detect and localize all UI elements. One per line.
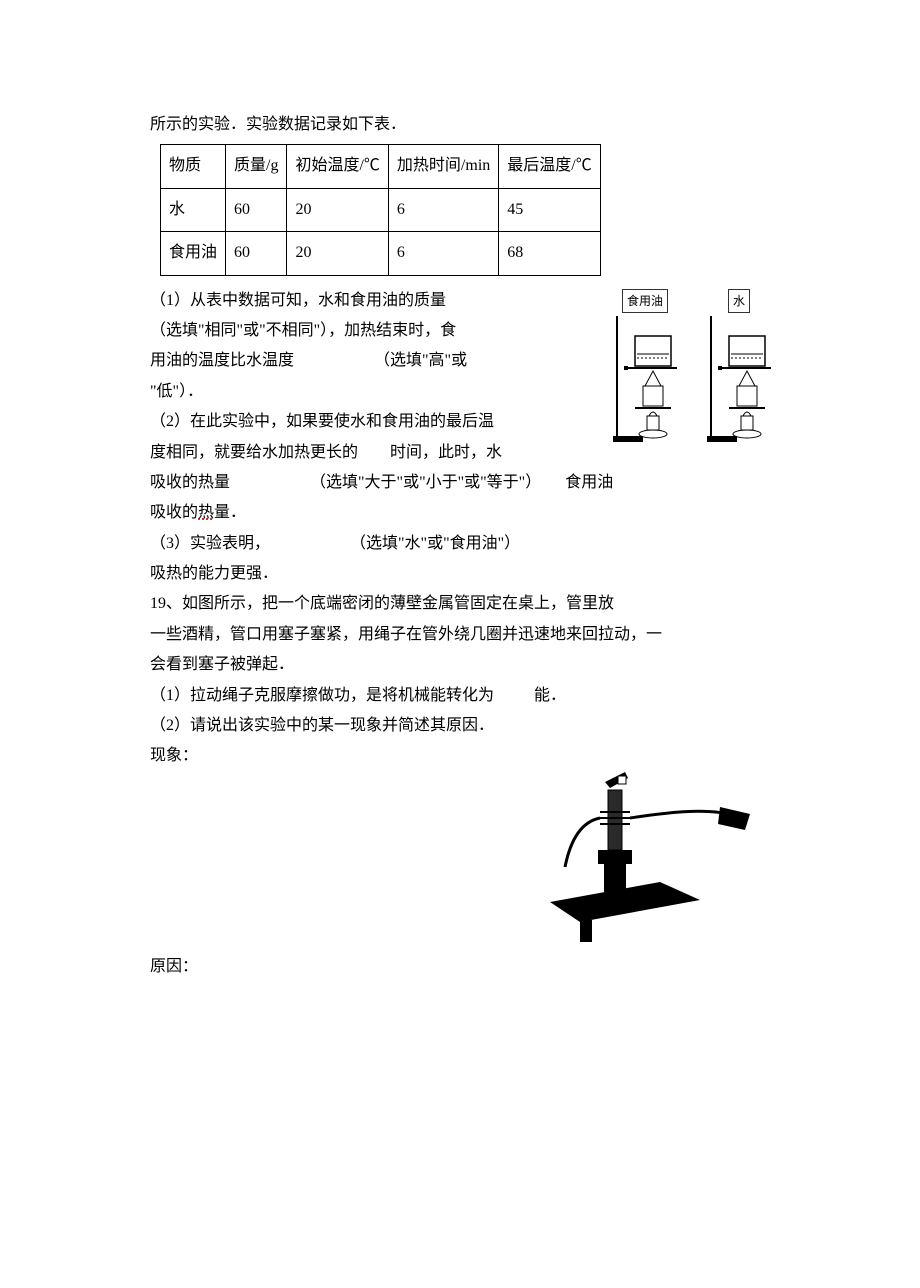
th-substance: 物质: [161, 145, 226, 188]
q3-line2: 吸热的能力更强．: [150, 559, 770, 589]
q1-line1: （1）从表中数据可知，水和食用油的质量: [150, 286, 570, 316]
q19-line4-suffix: 能．: [534, 687, 566, 704]
intro-text: 所示的实验．实验数据记录如下表．: [150, 110, 770, 140]
th-mass: 质量/g: [226, 145, 287, 188]
th-final-temp: 最后温度/℃: [499, 145, 600, 188]
beaker-left: 食用油: [600, 286, 690, 468]
q19-line2: 一些酒精，管口用塞子塞紧，用绳子在管外绕几圈并迅速地来回拉动，一: [150, 620, 770, 650]
cell: 6: [388, 232, 498, 275]
q19-lower-block: 现象：: [150, 741, 770, 982]
q2-line3: 吸收的热量 （选填"大于"或"小于"或"等于"） 食用油: [150, 468, 770, 498]
q1-line2: （选填"相同"或"不相同"），加热结束时，食: [150, 316, 570, 346]
q19-reason-label: 原因：: [150, 952, 770, 982]
q19-line4-prefix: （1）拉动绳子克服摩擦做功，是将机械能转化为: [150, 687, 494, 704]
q2-line4-prefix: 吸收的: [150, 504, 198, 521]
tube-rope-figure: [550, 772, 750, 942]
beaker-label-water: 水: [728, 289, 750, 314]
table-header-row: 物质 质量/g 初始温度/℃ 加热时间/min 最后温度/℃: [161, 145, 601, 188]
q19-line5: （2）请说出该实验中的某一现象并简述其原因．: [150, 711, 770, 741]
q3-line1-prefix: （3）实验表明，: [150, 535, 270, 552]
cell: 60: [226, 232, 287, 275]
page: 所示的实验．实验数据记录如下表． 物质 质量/g 初始温度/℃ 加热时间/min…: [0, 0, 920, 1288]
burner-beaker-icon: [699, 316, 779, 456]
q3-line1: （3）实验表明， （选填"水"或"食用油"）: [150, 529, 770, 559]
cell: 68: [499, 232, 600, 275]
cell: 水: [161, 188, 226, 231]
experiment-table: 物质 质量/g 初始温度/℃ 加热时间/min 最后温度/℃ 水 60 20 6…: [160, 144, 601, 275]
cell: 6: [388, 188, 498, 231]
q19-phenomenon-label: 现象：: [150, 741, 770, 771]
q19-line4: （1）拉动绳子克服摩擦做功，是将机械能转化为 能．: [150, 681, 770, 711]
q19-line3: 会看到塞子被弹起．: [150, 650, 770, 680]
q19-line1: 19、如图所示，把一个底端密闭的薄壁金属管固定在桌上，管里放: [150, 589, 770, 619]
q2-line4: 吸收的热量．: [150, 498, 770, 528]
cell: 食用油: [161, 232, 226, 275]
beaker-label-oil: 食用油: [622, 289, 668, 314]
q1-line3-suffix: （选填"高"或: [374, 352, 467, 369]
q2-line3-prefix: 吸收的热量: [150, 474, 230, 491]
cell: 45: [499, 188, 600, 231]
beaker-apparatus-figure: 食用油 水: [600, 286, 800, 456]
th-initial-temp: 初始温度/℃: [287, 145, 388, 188]
question-1-block: 食用油 水: [150, 286, 770, 590]
q2-text-wrap: （2）在此实验中，如果要使水和食用油的最后温: [150, 407, 570, 437]
burner-beaker-icon: [605, 316, 685, 456]
q2-line1: （2）在此实验中，如果要使水和食用油的最后温: [150, 407, 570, 437]
q2-hot-underlined: 热: [198, 504, 214, 521]
th-heat-time: 加热时间/min: [388, 145, 498, 188]
cell: 20: [287, 188, 388, 231]
table-row: 食用油 60 20 6 68: [161, 232, 601, 275]
beaker-right: 水: [694, 286, 784, 468]
q1-line3: 用油的温度比水温度 （选填"高"或: [150, 346, 570, 376]
q1-line4: "低"）．: [150, 377, 570, 407]
q1-text-wrap: （1）从表中数据可知，水和食用油的质量 （选填"相同"或"不相同"），加热结束时…: [150, 286, 570, 408]
tube-rope-icon: [550, 772, 750, 942]
table-row: 水 60 20 6 45: [161, 188, 601, 231]
q3-line1-suffix: （选填"水"或"食用油"）: [350, 535, 520, 552]
cell: 20: [287, 232, 388, 275]
q2-line3-suffix: （选填"大于"或"小于"或"等于"） 食用油: [310, 474, 613, 491]
cell: 60: [226, 188, 287, 231]
q2-line4-suffix: 量．: [214, 504, 246, 521]
q1-line3-prefix: 用油的温度比水温度: [150, 352, 294, 369]
